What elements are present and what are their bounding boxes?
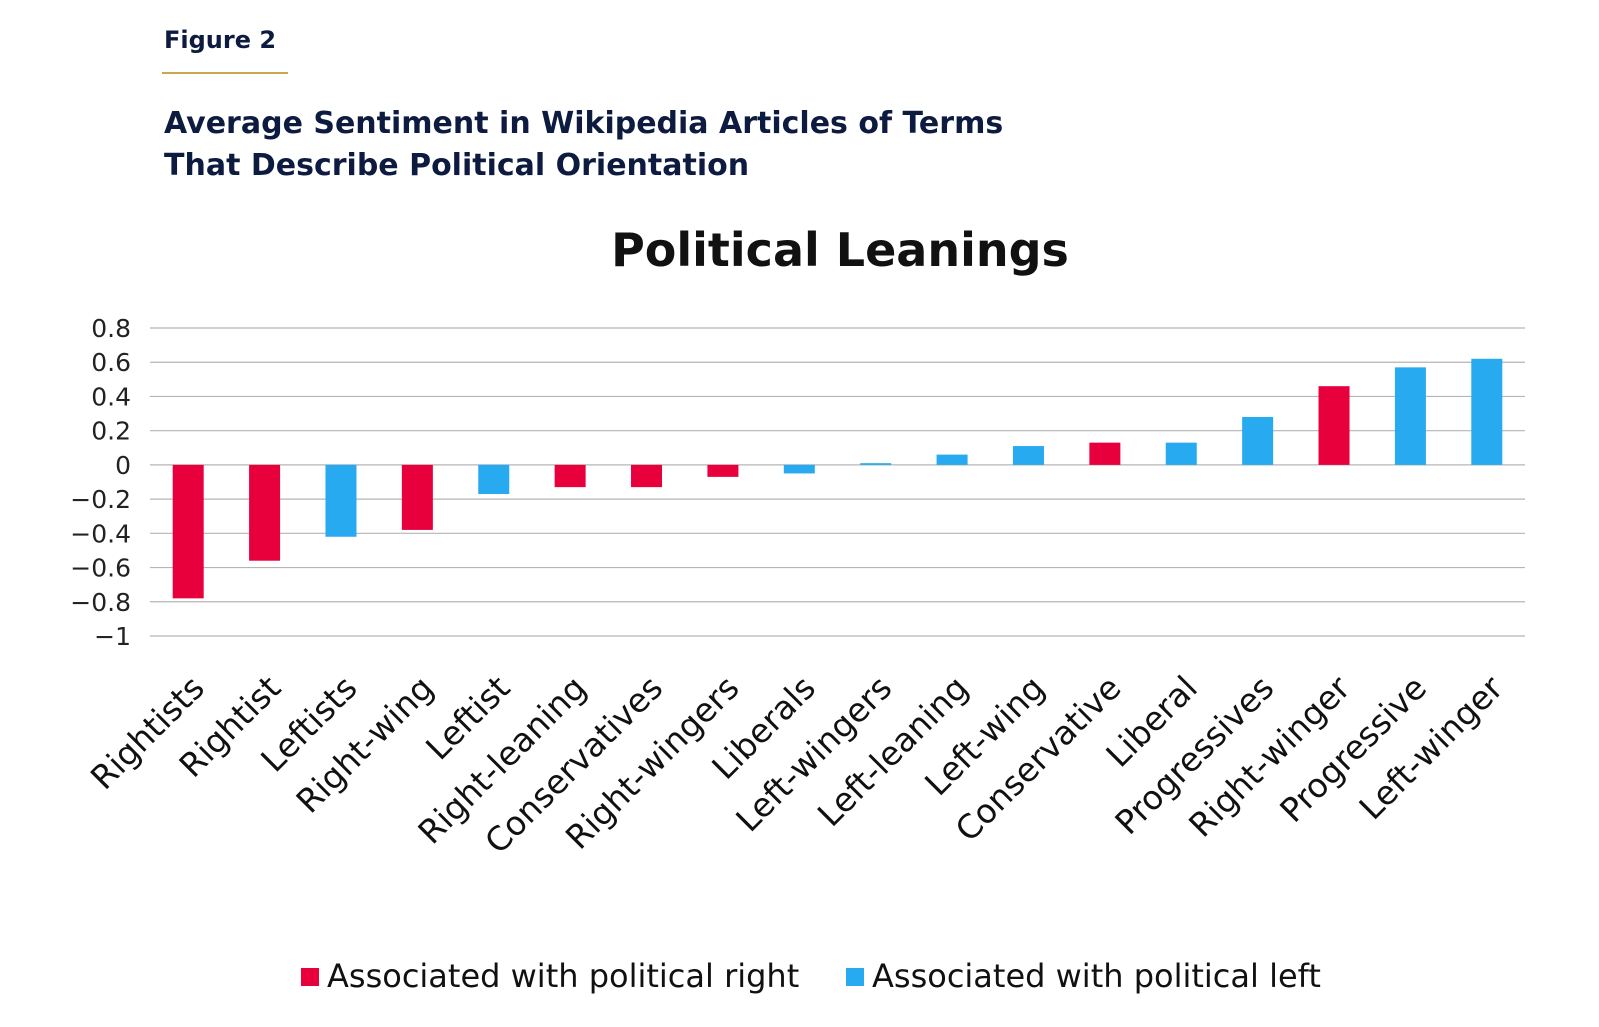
bar-left-leaning — [936, 454, 968, 465]
figure-title-line-1: Average Sentiment in Wikipedia Articles … — [164, 106, 1004, 141]
figure-label: Figure 2 — [164, 26, 277, 54]
figure-title-line-2: That Describe Political Orientation — [164, 148, 750, 183]
x-axis-ticks: RightistsRightistLeftistsRight-wingLefti… — [83, 668, 1511, 861]
bar-progressives — [1242, 416, 1274, 465]
legend-label-left: Associated with political left — [872, 957, 1321, 995]
bar-conservative — [1089, 442, 1121, 465]
y-tick-label: 0.2 — [91, 417, 131, 446]
y-axis-ticks: 0.8 0.6 0.4 0.2 0 −0.2 −0.4 −0.6 −0.8 −1 — [70, 314, 131, 651]
chart-title: Political Leanings — [611, 223, 1069, 277]
legend-swatch-right — [301, 968, 319, 986]
y-tick-label: 0.8 — [91, 314, 131, 343]
y-tick-label: 0 — [115, 451, 131, 480]
bar-rightist — [249, 464, 281, 561]
bar-left-winger — [1471, 358, 1503, 465]
bar-left-wing — [1012, 446, 1044, 465]
bar-progressive — [1394, 367, 1426, 465]
bar-leftist — [478, 464, 510, 494]
grid-lines — [150, 327, 1525, 637]
figure-label-rule — [162, 72, 288, 74]
bar-left-wingers — [860, 463, 892, 465]
y-tick-label: −0.8 — [70, 588, 131, 617]
y-tick-label: 0.4 — [91, 382, 131, 411]
legend-label-right: Associated with political right — [327, 957, 799, 995]
bar-liberals — [783, 464, 815, 474]
bar-right-leaning — [554, 464, 586, 488]
bar-leftists — [325, 464, 357, 537]
y-tick-label: −0.6 — [70, 554, 131, 583]
bar-conservatives — [631, 464, 663, 488]
figure-title: Average Sentiment in Wikipedia Articles … — [164, 103, 1064, 187]
y-tick-label: −1 — [94, 622, 131, 651]
y-tick-label: −0.2 — [70, 485, 131, 514]
bar-right-wingers — [707, 464, 739, 477]
bar-right-winger — [1318, 386, 1350, 465]
y-tick-label: −0.4 — [70, 519, 131, 548]
bar-rightists — [172, 464, 204, 599]
bars — [172, 358, 1503, 599]
bar-right-wing — [401, 464, 433, 530]
legend-swatch-left — [846, 968, 864, 986]
bar-liberal — [1165, 442, 1197, 465]
legend: Associated with political right Associate… — [301, 957, 1321, 995]
y-tick-label: 0.6 — [91, 348, 131, 377]
